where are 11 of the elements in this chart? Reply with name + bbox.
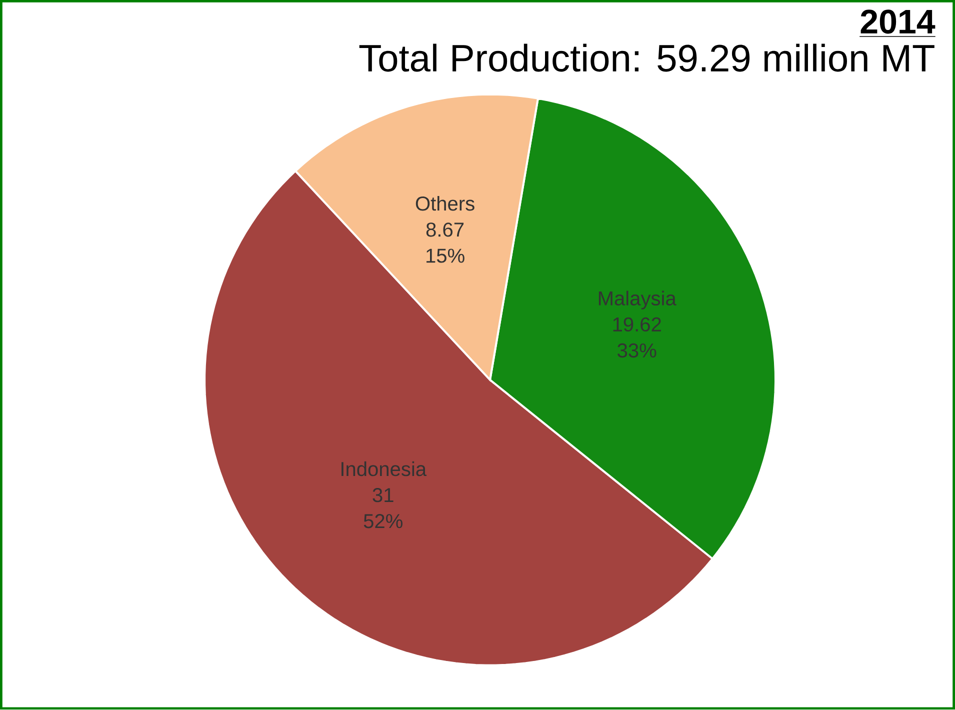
data-label: 8.67 <box>426 222 464 237</box>
slice-label: Malaysia <box>598 290 676 310</box>
text: 33% <box>618 344 656 358</box>
slice-label: Others <box>416 196 474 211</box>
text: 2014 <box>860 10 936 34</box>
data-label: 19.62 <box>613 318 661 332</box>
data-label: 31 <box>372 488 394 502</box>
chart-subtitle: Total Production: 59.29 million MT <box>359 44 934 72</box>
text: 52% <box>364 514 402 528</box>
text: 15% <box>426 248 464 263</box>
slice-label: Indonesia <box>342 462 427 476</box>
